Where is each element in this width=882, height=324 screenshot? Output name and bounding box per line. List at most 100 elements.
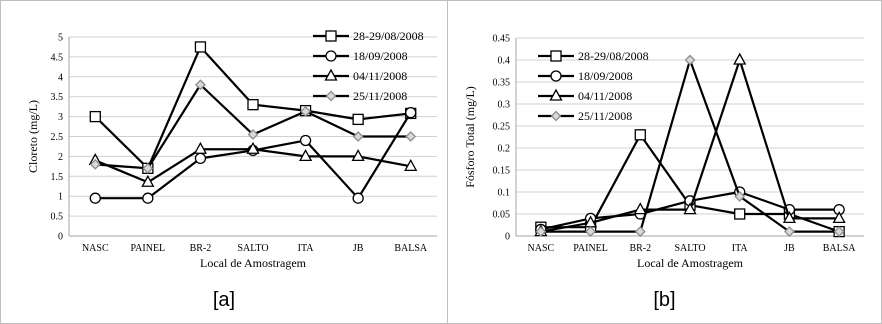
x-tick-label: PAINEL (131, 243, 166, 254)
data-point (352, 131, 364, 142)
legend-label: 25/11/2008 (353, 89, 407, 103)
data-point (141, 174, 155, 187)
series-diamond (535, 54, 845, 238)
data-point (405, 106, 417, 119)
chart-panel-a: 0 0.5 1 1.5 2 2.5 3 3.5 4 4.5 5 NASC PAINEL BR-2 SALTO… (0, 0, 448, 324)
y-tick-label: 5 (58, 33, 63, 44)
y-tick-label: 4.5 (51, 52, 64, 63)
y-axis-title: Cloreto (mg/L) (26, 100, 40, 173)
y-tick-label: 0.45 (493, 34, 511, 45)
data-point (535, 226, 547, 238)
series-circle (89, 106, 417, 204)
y-tick-label: 0.35 (493, 78, 511, 89)
data-point (89, 110, 101, 123)
x-tick-label: JB (784, 243, 795, 254)
y-tick-label: 0.25 (493, 122, 511, 133)
series-diamond (89, 79, 417, 174)
data-point (142, 192, 154, 204)
data-point (352, 192, 364, 204)
data-point (782, 211, 797, 224)
y-tick-label: 0.2 (498, 144, 511, 155)
data-point (193, 141, 208, 154)
x-tick-label: BALSA (394, 243, 428, 254)
panel-label-b: [b] (653, 289, 676, 311)
legend-label: 04/11/2008 (578, 89, 632, 103)
data-point (684, 54, 696, 66)
y-tick-label: 3 (58, 112, 63, 123)
data-point (247, 99, 259, 111)
data-point (833, 226, 845, 238)
data-point (142, 162, 154, 174)
data-point (298, 149, 313, 162)
chart-a: 0 0.5 1 1.5 2 2.5 3 3.5 4 4.5 5 NASC PAINEL BR-2 SALTO… (26, 29, 437, 270)
x-tick-label: SALTO (674, 243, 705, 254)
data-point (733, 52, 747, 65)
y-tick-label: 0.4 (498, 56, 511, 67)
y-tick-label: 1.5 (51, 172, 64, 183)
series-triangle (88, 141, 418, 187)
y-tick-label: 2 (58, 152, 63, 163)
data-point (194, 41, 207, 53)
y-tick-label: 2.5 (51, 132, 64, 143)
data-point (734, 190, 746, 202)
y-axis-title: Fósforo Total (mg/L) (463, 86, 477, 188)
legend-marker (325, 50, 337, 62)
y-tick-label: 0.1 (498, 188, 511, 199)
legend-label: 04/11/2008 (353, 69, 407, 83)
legend-marker (325, 30, 337, 42)
y-tick-label: 0.15 (493, 166, 511, 177)
y-tick-label: 0.3 (498, 100, 511, 111)
data-point (734, 208, 746, 220)
x-axis-title: Local de Amostragem (200, 256, 307, 270)
x-tick-label: BR-2 (190, 243, 212, 254)
x-tick-label: NASC (82, 243, 109, 254)
legend-label: 28-29/08/2008 (353, 29, 424, 43)
data-point (404, 159, 418, 172)
data-point (352, 113, 364, 126)
data-point (784, 226, 795, 238)
panel-label-a: [a] (212, 289, 236, 311)
x-tick-label: ITA (732, 243, 749, 254)
legend-label: 28-29/08/2008 (578, 49, 649, 63)
y-tick-label: 3.5 (51, 92, 64, 103)
x-tick-label: ITA (298, 243, 315, 254)
data-point (585, 226, 596, 238)
legend-marker (325, 90, 337, 102)
x-tick-label: BR-2 (629, 243, 651, 254)
legend-label: 25/11/2008 (578, 109, 632, 123)
legend: 28-29/08/2008 18/09/2008 04/11/2008 25/11/2… (538, 49, 649, 123)
y-tick-label: 0.05 (493, 210, 511, 221)
legend-marker (324, 68, 338, 81)
data-point (299, 134, 312, 147)
data-point (683, 202, 697, 215)
legend-marker (550, 70, 562, 82)
data-point (194, 152, 207, 165)
data-point (351, 149, 365, 162)
legend-marker (550, 50, 562, 62)
x-tick-label: NASC (528, 243, 555, 254)
x-tick-label: BALSA (823, 243, 857, 254)
data-point (832, 211, 846, 224)
data-point (89, 158, 101, 170)
legend: 28-29/08/2008 18/09/2008 04/11/2008 25/11/2… (313, 29, 424, 103)
chart-panel-b: 0 0.05 0.1 0.15 0.2 0.25 0.3 0.35 0.4 0.45 NASC PAI… (447, 0, 882, 324)
y-tick-label: 0 (505, 232, 510, 243)
legend-label: 18/09/2008 (578, 69, 633, 83)
data-point (634, 226, 646, 238)
data-point (405, 131, 417, 142)
y-tick-label: 1 (58, 192, 63, 203)
x-axis-title: Local de Amostragem (637, 256, 744, 270)
y-tick-label: 4 (58, 72, 63, 83)
data-point (634, 129, 646, 141)
data-point (633, 202, 647, 215)
y-tick-label: 0.5 (51, 212, 64, 223)
legend-marker (550, 110, 562, 122)
x-tick-label: PAINEL (573, 243, 608, 254)
x-tick-label: JB (353, 243, 364, 254)
x-tick-label: SALTO (237, 243, 268, 254)
legend-marker (549, 88, 563, 101)
y-tick-label: 0 (58, 232, 63, 243)
data-point (300, 106, 311, 117)
data-point (246, 141, 260, 154)
chart-b: 0 0.05 0.1 0.15 0.2 0.25 0.3 0.35 0.4 0.45 NASC PAI… (463, 34, 864, 270)
